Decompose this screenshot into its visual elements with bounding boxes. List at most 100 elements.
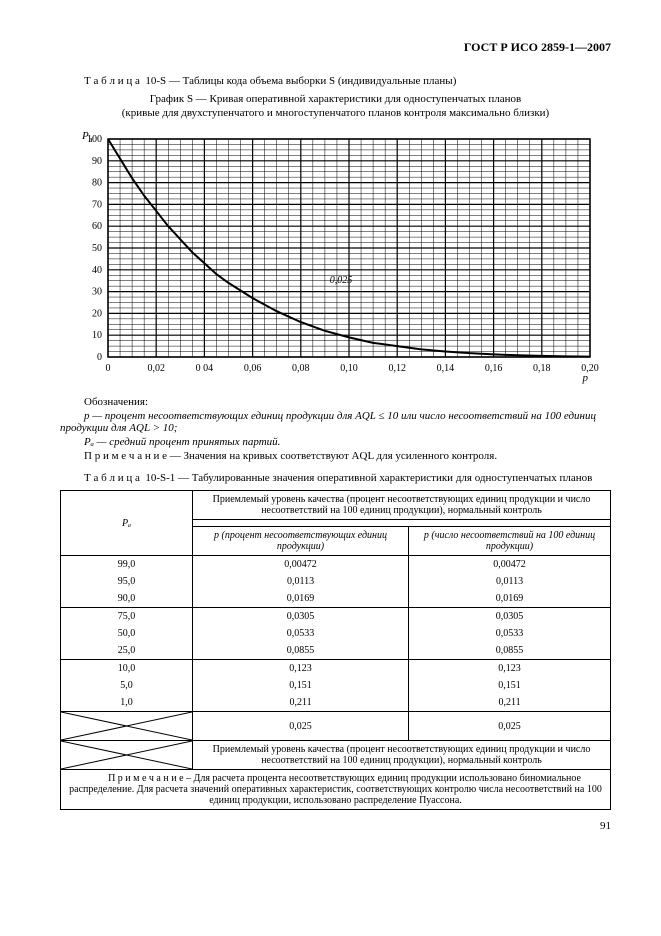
note-text: Значения на кривых соответствуют AQL для…	[184, 450, 498, 462]
svg-text:0,08: 0,08	[292, 363, 310, 374]
cell-c2: 0,0305	[409, 608, 611, 626]
th-top: Приемлемый уровень качества (процент нес…	[193, 491, 611, 520]
cell-c2: 0,151	[409, 677, 611, 694]
oc-curve-chart: 100908070605040302010000,020 040,060,080…	[60, 127, 611, 390]
table-row: Приемлемый уровень качества (процент нес…	[61, 741, 611, 770]
svg-text:0,16: 0,16	[485, 363, 503, 374]
cell-pa: 10,0	[61, 660, 193, 678]
cell-c1: 0,0305	[193, 608, 409, 626]
cell-c1: 0,151	[193, 677, 409, 694]
table-row: 5,00,1510,151	[61, 677, 611, 694]
svg-text:0,06: 0,06	[244, 363, 262, 374]
th-pa: Pₐ	[61, 491, 193, 556]
cell-c2: 0,00472	[409, 556, 611, 574]
svg-text:0,14: 0,14	[437, 363, 455, 374]
svg-text:0,18: 0,18	[533, 363, 551, 374]
svg-text:0,02: 0,02	[147, 363, 165, 374]
note-prefix: П р и м е ч а н и е —	[84, 450, 181, 462]
cell-c2: 0,0113	[409, 573, 611, 590]
caption-prefix: Т а б л и ц а	[84, 75, 140, 87]
cell-c1: 0,00472	[193, 556, 409, 574]
table-row: 50,00,05330,0533	[61, 625, 611, 642]
table-row: 90,00,01690,0169	[61, 590, 611, 608]
table-row: 95,00,01130,0113	[61, 573, 611, 590]
table-row: Pₐ Приемлемый уровень качества (процент …	[61, 491, 611, 520]
svg-text:0 04: 0 04	[196, 363, 214, 374]
cell-pa: 25,0	[61, 642, 193, 660]
cell-pa: 50,0	[61, 625, 193, 642]
table-row: 10,00,1230,123	[61, 660, 611, 678]
table-10s-caption: Т а б л и ц а 10-S — Таблицы кода объема…	[84, 75, 611, 87]
cell-c1: 0,123	[193, 660, 409, 678]
aql-val2: 0,025	[409, 712, 611, 741]
cell-c2: 0,0169	[409, 590, 611, 608]
cell-pa: 75,0	[61, 608, 193, 626]
cell-c2: 0,123	[409, 660, 611, 678]
cell-pa: 95,0	[61, 573, 193, 590]
caption2-dash: —	[178, 472, 189, 484]
th-col1-text: p (процент несоответствующих единиц прод…	[214, 530, 387, 552]
svg-text:50: 50	[92, 243, 102, 254]
legend-block: Обозначения: p — процент несоответствующ…	[60, 396, 611, 462]
legend-p-text: p — процент несоответствующих единиц про…	[60, 410, 596, 434]
cell-c1: 0,0533	[193, 625, 409, 642]
aql-val1: 0,025	[193, 712, 409, 741]
cell-pa: 5,0	[61, 677, 193, 694]
svg-text:a: a	[89, 135, 93, 144]
svg-text:70: 70	[92, 199, 102, 210]
caption2-prefix: Т а б л и ц а	[84, 472, 140, 484]
tnote-prefix: П р и м е ч а н и е –	[108, 773, 191, 784]
table-row: 25,00,08550,0855	[61, 642, 611, 660]
th-col1: p (процент несоответствующих единиц прод…	[193, 527, 409, 556]
svg-text:40: 40	[92, 265, 102, 276]
cell-c2: 0,0533	[409, 625, 611, 642]
caption-dash: —	[169, 75, 180, 87]
cell-c1: 0,0169	[193, 590, 409, 608]
legend-pa-text: Pₐ — средний процент принятых партий.	[84, 436, 280, 448]
svg-text:60: 60	[92, 221, 102, 232]
table-row: 99,00,004720,00472	[61, 556, 611, 574]
chart-title: График S — Кривая оперативной характерис…	[60, 93, 611, 105]
oc-table: Pₐ Приемлемый уровень качества (процент …	[60, 490, 611, 810]
cell-pa: 1,0	[61, 694, 193, 712]
svg-text:0,10: 0,10	[340, 363, 358, 374]
th-col2: p (число несоответствий на 100 единиц пр…	[409, 527, 611, 556]
page-number: 91	[60, 820, 611, 832]
cross-cell	[61, 712, 193, 741]
legend-p: p — процент несоответствующих единиц про…	[60, 410, 611, 434]
svg-text:0: 0	[106, 363, 111, 374]
caption-num: 10-S	[145, 75, 166, 87]
svg-text:80: 80	[92, 178, 102, 189]
cross-cell	[61, 741, 193, 770]
cell-c1: 0,211	[193, 694, 409, 712]
svg-text:30: 30	[92, 287, 102, 298]
caption2-text: Табулированные значения оперативной хара…	[192, 472, 592, 484]
cell-c1: 0,0855	[193, 642, 409, 660]
table-row: 75,00,03050,0305	[61, 608, 611, 626]
cell-c1: 0,0113	[193, 573, 409, 590]
cell-c2: 0,211	[409, 694, 611, 712]
table-row: 1,00,2110,211	[61, 694, 611, 712]
svg-text:90: 90	[92, 156, 102, 167]
table-note: П р и м е ч а н и е – Для расчета процен…	[61, 770, 611, 810]
svg-text:P: P	[81, 130, 89, 142]
legend-note: П р и м е ч а н и е — Значения на кривых…	[60, 450, 611, 462]
chart-subtitle: (кривые для двухступенчатого и многоступ…	[60, 107, 611, 119]
svg-text:10: 10	[92, 330, 102, 341]
svg-text:20: 20	[92, 308, 102, 319]
cell-pa: 99,0	[61, 556, 193, 574]
caption-text: Таблицы кода объема выборки S (индивидуа…	[183, 75, 457, 87]
legend-pa: Pₐ — средний процент принятых партий.	[60, 436, 611, 448]
table-note-row: П р и м е ч а н и е – Для расчета процен…	[61, 770, 611, 810]
cell-c2: 0,0855	[409, 642, 611, 660]
th-col2-text: p (число несоответствий на 100 единиц пр…	[424, 530, 595, 552]
table-row: 0,025 0,025	[61, 712, 611, 741]
svg-text:0: 0	[97, 352, 102, 363]
table-10s1-caption: Т а б л и ц а 10-S-1 — Табулированные зн…	[84, 472, 611, 484]
legend-heading: Обозначения:	[60, 396, 611, 408]
th-top2: Приемлемый уровень качества (процент нес…	[193, 741, 611, 770]
cell-pa: 90,0	[61, 590, 193, 608]
caption2-num: 10-S-1	[145, 472, 175, 484]
svg-text:p: p	[582, 372, 589, 384]
svg-text:0,025: 0,025	[330, 275, 353, 286]
